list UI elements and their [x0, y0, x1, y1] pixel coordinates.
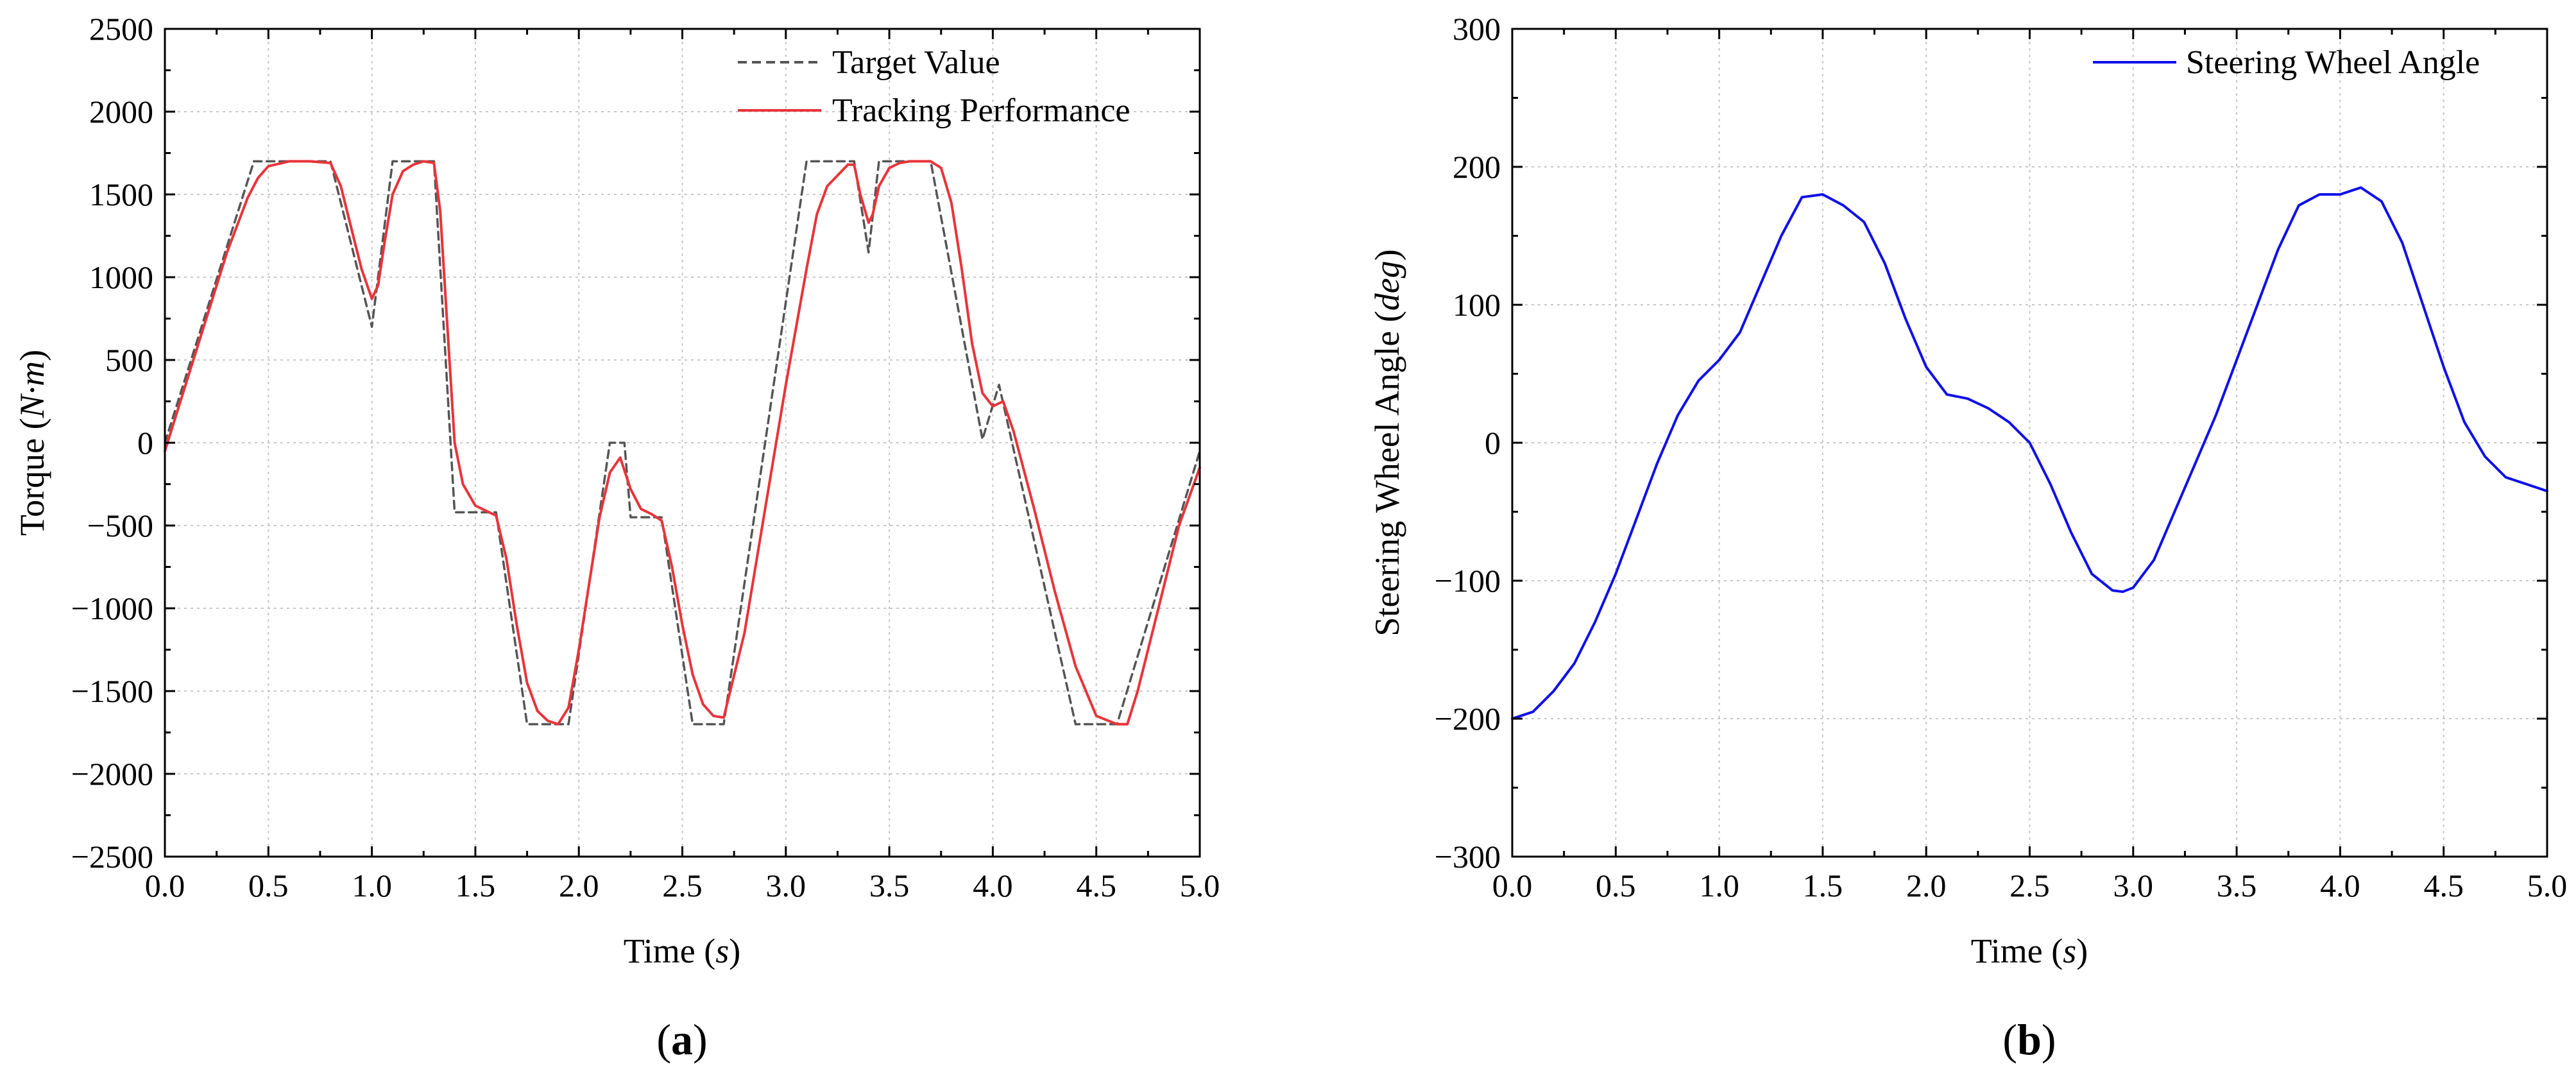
chart-panel-b: 0.0 0.5 1.0 1.5 2.0 2.5 3.0 3.5 4.0 4.5 5.0 300 200 1…	[1368, 11, 2567, 1064]
x-tick-label: 0.0	[1492, 868, 1533, 903]
y-tick-label: 500	[105, 342, 153, 378]
series-line-steering-wheel-angle	[1511, 186, 2548, 720]
legend-label-tracking-performance: Tracking Performance	[832, 92, 1130, 129]
x-tick-label: 4.0	[2320, 868, 2360, 903]
legend-label-steering-wheel-angle: Steering Wheel Angle	[2186, 44, 2480, 81]
y-axis-label-b: Steering Wheel Angle (deg)	[1368, 249, 1406, 636]
y-tick-label: 100	[1453, 287, 1501, 323]
x-tick-label: 0.5	[1596, 868, 1636, 903]
y-tick-label: 1000	[89, 259, 153, 295]
y-tick-label: −1000	[71, 590, 153, 626]
panel-label-a: (a)	[656, 1015, 707, 1064]
x-tick-label: 4.5	[1076, 868, 1116, 903]
x-tick-label: 5.0	[1180, 868, 1220, 903]
x-tick-label: 4.5	[2423, 868, 2464, 903]
y-tick-label: 0	[137, 425, 153, 461]
y-tick-label: −2500	[71, 839, 153, 875]
x-tick-label: 2.5	[2009, 868, 2050, 903]
series-group-b	[1511, 186, 2548, 720]
x-tick-label: 1.5	[1803, 868, 1843, 903]
x-tick-label: 1.5	[456, 868, 496, 903]
y-tick-label: −300	[1435, 839, 1501, 875]
y-tick-label: −2000	[71, 756, 153, 792]
y-tick-label: 200	[1453, 149, 1501, 185]
series-line-tracking-performance	[164, 160, 1201, 726]
y-tick-label: 300	[1453, 11, 1501, 47]
y-tick-label: 2500	[89, 11, 153, 47]
x-tick-label: 3.0	[766, 868, 806, 903]
legend-a: Target Value Tracking Performance	[738, 44, 1130, 129]
grid-a	[165, 29, 1200, 857]
x-tick-label: 5.0	[2527, 868, 2568, 903]
y-tick-label: −200	[1435, 701, 1501, 737]
legend-b: Steering Wheel Angle	[2093, 44, 2480, 81]
x-tick-label: 4.0	[973, 868, 1013, 903]
x-axis-label-b: Time (s)	[1971, 932, 2088, 970]
x-tick-label: 2.0	[559, 868, 599, 903]
x-tick-label: 3.5	[869, 868, 910, 903]
y-axis-label-a: Torque (N·m)	[13, 350, 51, 536]
x-tick-label: 0.5	[248, 868, 289, 903]
y-tick-label: 1500	[89, 176, 153, 212]
y-tick-label: −1500	[71, 673, 153, 709]
chart-panel-a: 0.0 0.5 1.0 1.5 2.0 2.5 3.0 3.5 4.0 4.5 5.0 2500 200…	[13, 11, 1220, 1064]
y-tick-label: −100	[1435, 563, 1501, 599]
x-tick-label: 3.5	[2217, 868, 2257, 903]
legend-label-target-value: Target Value	[832, 44, 1000, 81]
y-tick-label: 0	[1485, 425, 1501, 461]
ticks-a: 0.0 0.5 1.0 1.5 2.0 2.5 3.0 3.5 4.0 4.5 5.0 2500 200…	[71, 11, 1220, 903]
series-group-a	[164, 160, 1201, 726]
x-tick-label: 0.0	[145, 868, 185, 903]
x-tick-label: 2.5	[662, 868, 703, 903]
ticks-b: 0.0 0.5 1.0 1.5 2.0 2.5 3.0 3.5 4.0 4.5 5.0 300 200 1…	[1435, 11, 2567, 903]
panel-label-b: (b)	[2002, 1015, 2056, 1064]
y-tick-label: −500	[87, 508, 153, 543]
y-tick-label: 2000	[89, 94, 153, 130]
series-line-target-value	[164, 160, 1201, 726]
x-tick-label: 3.0	[2113, 868, 2154, 903]
x-tick-label: 1.0	[352, 868, 392, 903]
x-axis-label-a: Time (s)	[624, 932, 741, 970]
x-tick-label: 1.0	[1699, 868, 1739, 903]
x-tick-label: 2.0	[1906, 868, 1947, 903]
